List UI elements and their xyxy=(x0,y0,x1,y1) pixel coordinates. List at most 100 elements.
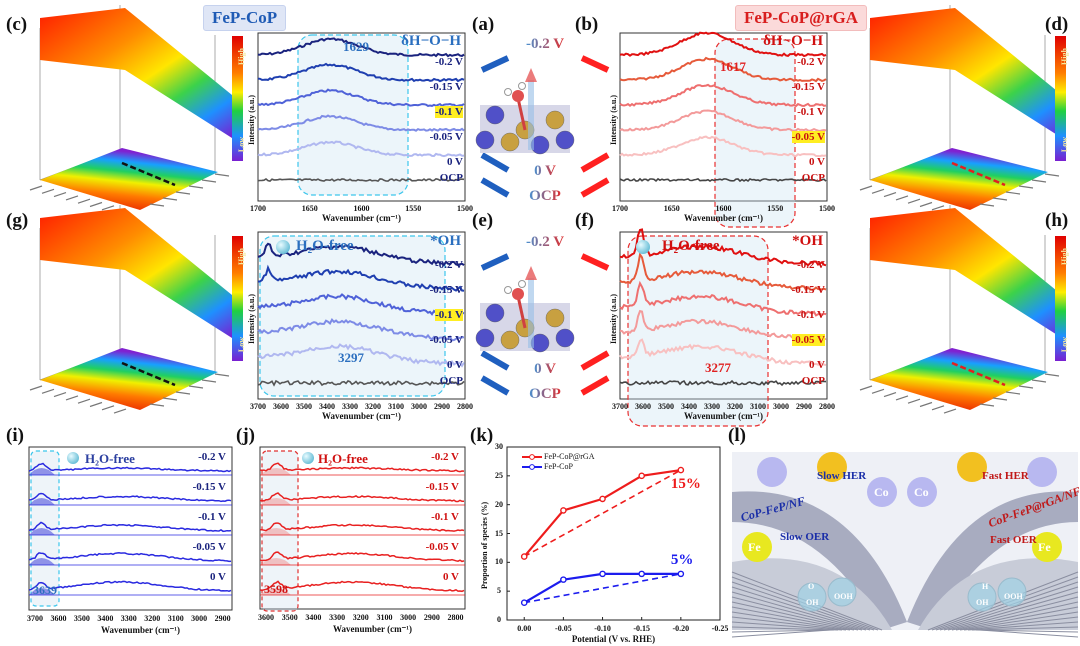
axis-tick-label xyxy=(201,379,217,383)
illustration-label: OH xyxy=(976,598,989,607)
highlight-region xyxy=(259,235,446,397)
illustration-label: H xyxy=(982,582,989,591)
fitted-peak xyxy=(260,558,291,565)
x-tick-label: -0.05 xyxy=(555,624,572,633)
axis-tick-label xyxy=(41,388,55,394)
character-icon xyxy=(742,532,772,562)
illustration-label: O xyxy=(808,582,815,591)
panel-label-b: (b) xyxy=(575,14,599,35)
plot-frame xyxy=(257,231,466,400)
mechanism-illustration: Slow HER Slow OER Fast HER Fast OER CoP-FeP/… xyxy=(731,452,1080,638)
axis-tick-label xyxy=(883,392,897,398)
axis-tick-label xyxy=(175,191,191,195)
potential-label: -0.1 V xyxy=(198,511,226,523)
x-tick-label: 3000 xyxy=(400,613,417,622)
fitted-peak xyxy=(29,468,55,475)
axis-tick-label xyxy=(992,397,1008,401)
surface-plot-g: High Low xyxy=(0,200,250,420)
direction-arrow-icon xyxy=(480,152,510,173)
fitted-peak xyxy=(260,588,291,595)
spectrum-curve xyxy=(257,343,465,368)
spectrum-curve xyxy=(259,580,465,593)
x-axis-label: Wavenumber (cm⁻¹) xyxy=(100,625,181,635)
fitted-peak xyxy=(260,468,291,475)
axis-tick-label xyxy=(77,398,91,404)
x-tick-label: 3600 xyxy=(635,402,651,411)
species-label: δH−O−H xyxy=(763,33,823,49)
x-tick-label: 0.00 xyxy=(517,624,532,633)
y-tick-label: 20 xyxy=(495,499,503,509)
spectrum-curve xyxy=(619,109,827,133)
potential-label: -0.1 V xyxy=(797,309,825,321)
spectrum-curve xyxy=(619,379,827,387)
data-point xyxy=(520,553,528,560)
potential-label: OCP xyxy=(801,375,825,387)
x-tick-label: 3700 xyxy=(27,614,43,623)
peak-position-label: 3598 xyxy=(264,582,288,596)
y-tick-label: 5 xyxy=(497,586,501,596)
water-droplet-icon xyxy=(302,452,314,464)
spectrum-curve xyxy=(257,379,465,387)
h2o-free-label: H₂O-free xyxy=(85,451,135,466)
potential-label: OCP xyxy=(439,375,463,387)
direction-arrow-icon xyxy=(580,253,610,271)
axis-tick-label xyxy=(1005,191,1021,195)
axis-tick-label xyxy=(41,188,55,194)
axis-tick-label xyxy=(162,197,178,201)
illustration-label: Slow OER xyxy=(780,531,830,543)
axis-tick-label xyxy=(65,395,79,401)
potential-label: -0.2 V xyxy=(435,56,463,68)
illustration-label: Fe xyxy=(1038,540,1051,554)
data-point xyxy=(599,570,606,578)
adsorption-model xyxy=(475,82,575,155)
axis-tick-label xyxy=(1005,391,1021,395)
potential-label: OCP xyxy=(801,172,825,184)
panel-label-j: (j) xyxy=(236,425,255,446)
legend-label: FeP-CoP@rGA xyxy=(544,452,595,461)
legend-marker xyxy=(529,454,535,460)
axis-tick-label xyxy=(895,195,909,201)
peak-dash-line xyxy=(951,361,1006,387)
potential-label: -0.1 V xyxy=(435,309,463,321)
potential-label: -0.2 V xyxy=(797,56,825,68)
potential-label-top: -0.2 V xyxy=(525,36,565,52)
panel-label-g: (g) xyxy=(6,210,29,231)
potential-label: -0.2 V xyxy=(431,451,459,463)
potential-label-ocp: OCP xyxy=(529,386,561,402)
potential-label: 0 V xyxy=(210,571,226,583)
colorbar-low-label: Low xyxy=(1060,336,1070,353)
potential-label: -0.1 V xyxy=(435,106,463,118)
axis-tick-label xyxy=(919,201,933,208)
x-tick-label: 3400 xyxy=(305,613,322,622)
x-tick-label: 3500 xyxy=(658,402,674,411)
potential-label: 0 V xyxy=(809,156,825,168)
character-icon xyxy=(867,477,897,507)
axis-tick-label xyxy=(29,185,43,191)
direction-arrow-icon xyxy=(480,350,510,371)
axis-tick-label xyxy=(859,185,873,191)
x-tick-label: 3300 xyxy=(704,402,720,411)
contour-projection xyxy=(870,148,1048,210)
surface-plot-d: High Low xyxy=(830,0,1080,215)
x-tick-label: 3200 xyxy=(727,402,743,411)
colorbar xyxy=(232,236,243,361)
y-axis-label: Proportion of species (%) xyxy=(480,501,489,589)
x-tick-label: 1500 xyxy=(457,204,473,213)
molecule-bubble-icon xyxy=(997,577,1027,607)
peak-position-label: 3277 xyxy=(705,360,731,375)
illustration-label: Co xyxy=(874,485,889,499)
axis-tick-label xyxy=(29,385,43,391)
character-icon xyxy=(757,457,787,487)
surface-plot-h: High Low xyxy=(830,200,1080,420)
x-tick-label: -0.20 xyxy=(672,624,690,633)
spectrum-curve xyxy=(259,522,465,532)
illustration-label: Fe xyxy=(748,540,761,554)
colorbar-high-label: High xyxy=(1059,48,1069,65)
character-icon xyxy=(907,477,937,507)
x-tick-label: 3000 xyxy=(191,614,208,623)
character-icon xyxy=(1027,457,1057,487)
potential-label: -0.15 V xyxy=(429,81,463,93)
direction-arrow-icon xyxy=(580,152,610,173)
species-label: *OH xyxy=(792,233,823,249)
